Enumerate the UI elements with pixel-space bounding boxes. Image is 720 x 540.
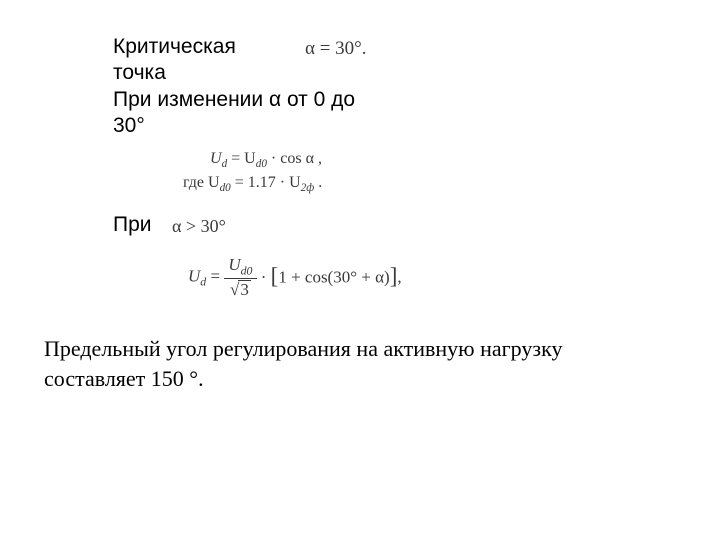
final-statement: Предельный угол регулирования на активну… xyxy=(44,334,674,393)
alpha-range-line1: При изменении α от 0 до xyxy=(113,88,355,111)
sqrt-icon: 3 xyxy=(230,280,251,299)
formula-fraction: Ud0 3 xyxy=(224,256,256,299)
alpha-gt-formula: α > 30° xyxy=(172,216,226,237)
critical-point-line1: Критическая xyxy=(113,35,236,58)
when-label: При xyxy=(113,213,152,237)
alpha-critical-formula: α = 30°. xyxy=(305,38,367,60)
critical-point-line2: точка xyxy=(113,61,166,84)
final-line1: Предельный угол регулирования на активну… xyxy=(44,336,562,361)
alpha-range-label: При изменении α от 0 до 30° xyxy=(113,87,383,140)
formula-ud-cos: Ud = Ud0 · cos α , xyxy=(210,150,322,170)
formula-ud0-def: где Ud0 = 1.17 · U2ф . xyxy=(183,174,322,194)
final-line2: составляет 150 °. xyxy=(44,366,204,391)
alpha-range-line2: 30° xyxy=(113,114,145,137)
formula-ud-large: Ud = Ud0 3 · [1 + cos(30° + α)], xyxy=(188,256,402,299)
critical-point-label: Критическая точка xyxy=(113,34,273,87)
